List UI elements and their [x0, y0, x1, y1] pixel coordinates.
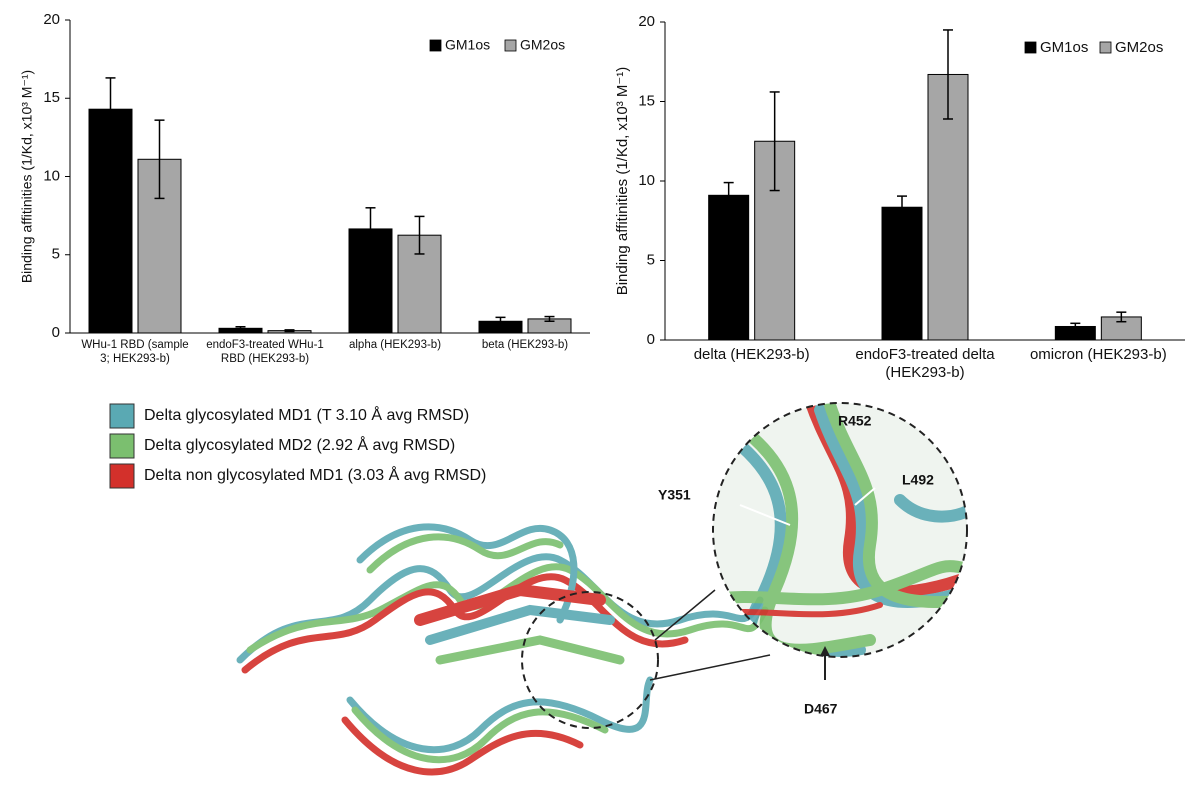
- residue-label: D467: [804, 701, 838, 717]
- structure-legend-label: Delta glycosylated MD2 (2.92 Å avg RMSD): [144, 435, 455, 454]
- y-tick-label: 0: [52, 324, 60, 341]
- y-tick-label: 10: [638, 172, 655, 189]
- residue-label: R452: [838, 413, 872, 429]
- legend-label: GM1os: [1040, 39, 1088, 56]
- y-tick-label: 0: [647, 331, 655, 348]
- x-tick-label: omicron (HEK293-b): [1029, 346, 1167, 363]
- structure-legend-label: Delta non glycosylated MD1 (3.03 Å avg R…: [144, 465, 486, 484]
- x-tick-label: WHu-1 RBD (sample 3; HEK293-b): [81, 339, 189, 365]
- structure-drawing: [109, 402, 968, 776]
- bar: [881, 206, 923, 341]
- residue-label: Y351: [658, 487, 691, 503]
- structure-legend-label: Delta glycosylated MD1 (T 3.10 Å avg RMS…: [144, 405, 469, 424]
- legend-swatch: [429, 39, 442, 52]
- x-tick-label: delta (HEK293-b): [693, 346, 810, 363]
- legend-label: GM2os: [1115, 39, 1163, 56]
- legend-swatch: [504, 39, 517, 52]
- x-tick-label: beta (HEK293-b): [481, 339, 569, 351]
- legend-swatch: [1024, 41, 1037, 54]
- x-tick-label: endoF3-treated WHu-1 RBD (HEK293-b): [206, 339, 324, 365]
- y-tick-label: 20: [638, 13, 655, 30]
- y-tick-label: 5: [647, 251, 655, 268]
- y-tick-label: 15: [638, 92, 655, 109]
- legend-label: GM1os: [445, 37, 490, 53]
- x-tick-label: alpha (HEK293-b): [348, 339, 442, 351]
- legend-label: GM2os: [520, 37, 565, 53]
- residue-label: L492: [902, 472, 934, 488]
- y-tick-label: 5: [52, 246, 60, 263]
- legend-swatch: [1099, 41, 1112, 54]
- y-tick-label: 20: [43, 11, 60, 28]
- bar: [708, 194, 750, 341]
- x-tick-label: endoF3-treated delta (HEK293-b): [855, 346, 995, 381]
- bar: [88, 108, 133, 334]
- y-axis-title: Binding affitinities (1/Kd, x10³ M⁻¹): [19, 70, 35, 283]
- y-axis-title: Binding affitinities (1/Kd, x10³ M⁻¹): [614, 67, 631, 296]
- y-tick-label: 10: [43, 167, 60, 184]
- y-tick-label: 15: [43, 89, 60, 106]
